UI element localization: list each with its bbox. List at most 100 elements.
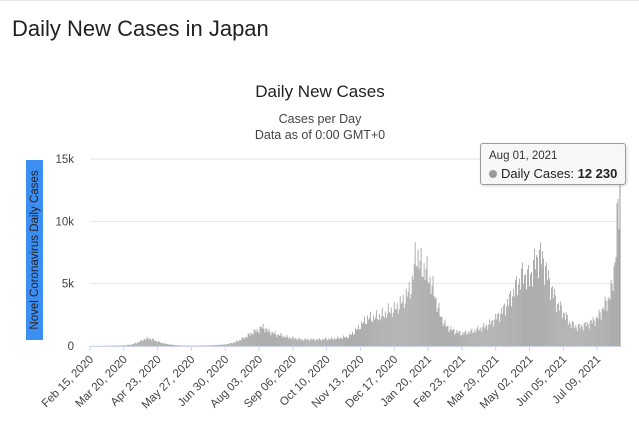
bar — [543, 285, 545, 346]
bar — [520, 289, 522, 346]
bar — [285, 337, 287, 346]
bar — [494, 319, 496, 346]
bar — [377, 320, 379, 346]
bar — [523, 284, 524, 346]
bar — [339, 338, 341, 346]
bar — [454, 334, 456, 346]
bar — [441, 316, 443, 346]
bar — [468, 331, 470, 346]
bar — [238, 340, 240, 346]
bar — [320, 339, 322, 346]
bar — [504, 303, 506, 346]
bar — [301, 338, 303, 346]
chart-subtitle-line2: Data as of 0:00 GMT+0 — [255, 128, 385, 142]
bar — [381, 307, 383, 346]
bar — [166, 344, 168, 346]
bar — [405, 288, 407, 346]
bar — [120, 345, 122, 346]
bar — [275, 334, 277, 346]
bar — [311, 339, 313, 346]
bar — [509, 293, 511, 346]
bar — [422, 276, 424, 346]
bar — [332, 338, 334, 346]
bar — [443, 323, 445, 346]
bar — [117, 345, 119, 346]
bar — [522, 262, 523, 346]
bar — [561, 318, 563, 346]
bar — [341, 338, 343, 346]
bar — [312, 339, 314, 346]
bar — [521, 268, 523, 346]
bar — [284, 336, 286, 346]
bar — [439, 316, 441, 346]
bar — [175, 345, 176, 346]
bar — [553, 288, 555, 346]
bar — [318, 339, 320, 346]
bar — [446, 326, 448, 346]
bar — [259, 326, 261, 346]
bar — [557, 303, 559, 346]
bar-highlight — [619, 193, 621, 346]
bar — [486, 324, 488, 346]
bar — [352, 331, 353, 346]
bar — [385, 318, 387, 346]
bar — [331, 337, 333, 346]
bar — [256, 328, 258, 346]
bar — [317, 339, 319, 346]
top-divider — [0, 0, 639, 1]
bar — [216, 345, 218, 346]
bar — [123, 345, 125, 346]
bar — [148, 339, 150, 346]
bar — [500, 314, 502, 346]
bar — [360, 328, 361, 346]
bar — [558, 310, 560, 346]
bar — [600, 319, 602, 346]
bar — [440, 317, 442, 346]
bar — [470, 330, 472, 346]
bar — [291, 338, 293, 346]
bar — [176, 345, 177, 346]
bar — [335, 339, 337, 346]
bar — [566, 314, 568, 346]
bar — [590, 319, 592, 346]
bar — [559, 301, 561, 346]
bar — [618, 229, 620, 346]
bar — [492, 319, 494, 346]
bar — [323, 339, 325, 346]
bar — [236, 340, 238, 346]
bar — [604, 296, 606, 346]
bar — [411, 275, 413, 346]
bar — [293, 337, 295, 346]
bar — [155, 340, 157, 346]
bar — [344, 337, 346, 346]
bar — [266, 329, 268, 346]
bar — [296, 339, 298, 346]
bar — [174, 344, 175, 346]
bar — [240, 340, 242, 346]
bar — [370, 320, 372, 346]
bar — [614, 261, 616, 346]
bar — [586, 321, 588, 346]
bar — [448, 331, 450, 346]
bar — [225, 344, 227, 346]
bar — [173, 344, 174, 346]
y-axis-label-background — [26, 160, 43, 340]
bar — [359, 329, 360, 346]
bar — [264, 332, 266, 346]
bar — [552, 298, 554, 346]
bar — [237, 341, 239, 346]
bar — [215, 344, 217, 346]
bar — [531, 272, 532, 346]
bar — [257, 331, 259, 346]
bar — [367, 319, 369, 346]
bar — [234, 342, 236, 346]
bar — [251, 333, 253, 346]
bar — [609, 299, 611, 346]
bar — [539, 249, 540, 346]
bar — [484, 328, 486, 346]
bar — [540, 264, 542, 346]
bar — [128, 344, 130, 346]
bar — [554, 295, 556, 346]
bar — [145, 340, 147, 346]
bar — [170, 344, 171, 346]
